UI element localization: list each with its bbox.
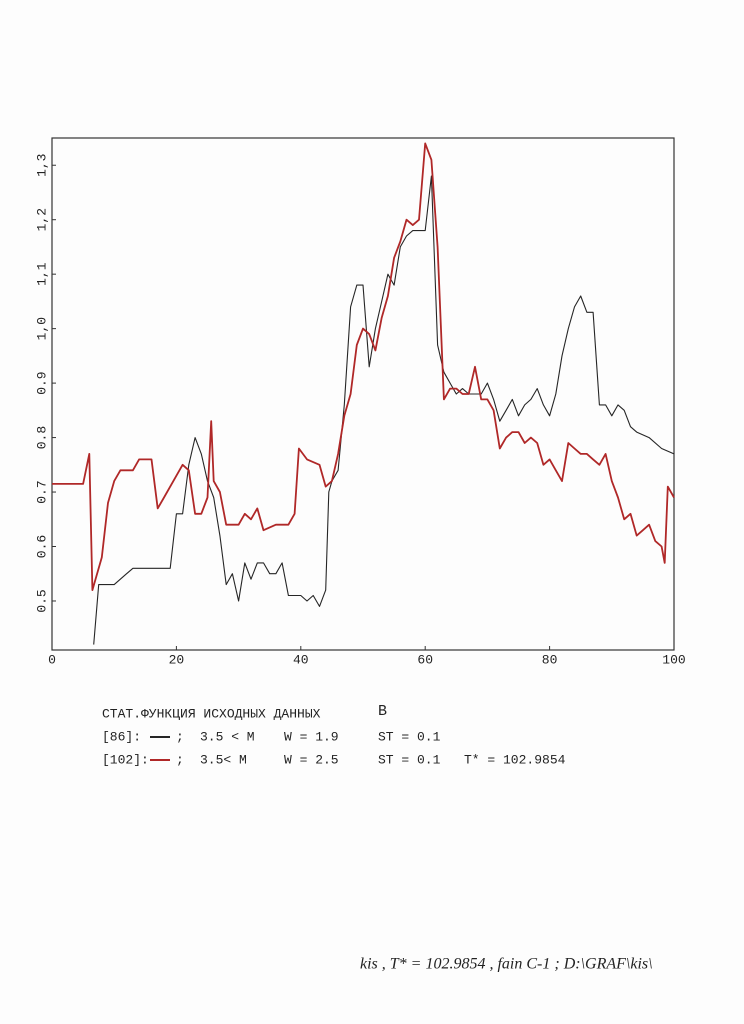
chart-title: СТАТ.ФУНКЦИЯ ИСХОДНЫХ ДАННЫХ — [102, 706, 321, 721]
y-tick-label: 0.6 — [34, 535, 49, 558]
y-tick-label: 0.8 — [34, 426, 49, 449]
y-tick-label: 0.7 — [34, 480, 49, 503]
y-tick-label: 1,1 — [34, 262, 49, 286]
legend-note: ST = 0.1 — [378, 752, 441, 767]
legend-note: ; — [176, 729, 184, 744]
y-tick-label: 0.5 — [34, 589, 49, 612]
legend-note: ST = 0.1 — [378, 729, 441, 744]
legend-label: [86]: — [102, 729, 141, 744]
footer-note: kis , T* = 102.9854 , fain C-1 ; D:\GRAF… — [360, 956, 653, 973]
chart-subtitle: B — [378, 703, 387, 720]
y-tick-label: 1,0 — [34, 317, 49, 340]
y-tick-label: 1,3 — [34, 154, 49, 177]
series-line — [52, 142, 675, 591]
legend-label: [102]: — [102, 752, 149, 767]
x-tick-label: 100 — [662, 652, 685, 667]
x-tick-label: 40 — [293, 652, 309, 667]
legend-note: W = 2.5 — [284, 752, 339, 767]
y-tick-label: 0.9 — [34, 371, 49, 394]
x-tick-label: 0 — [48, 652, 56, 667]
legend-note: 3.5 < M — [200, 729, 255, 744]
legend-note: W = 1.9 — [284, 729, 339, 744]
result-label: T* = 102.9854 — [464, 752, 566, 767]
x-tick-label: 80 — [542, 652, 558, 667]
legend-note: ; — [176, 752, 184, 767]
legend-note: 3.5< M — [200, 752, 247, 767]
plot-frame — [51, 137, 675, 651]
x-tick-label: 20 — [169, 652, 185, 667]
series-line — [93, 175, 675, 645]
y-tick-label: 1,2 — [34, 208, 49, 231]
x-tick-label: 60 — [417, 652, 433, 667]
